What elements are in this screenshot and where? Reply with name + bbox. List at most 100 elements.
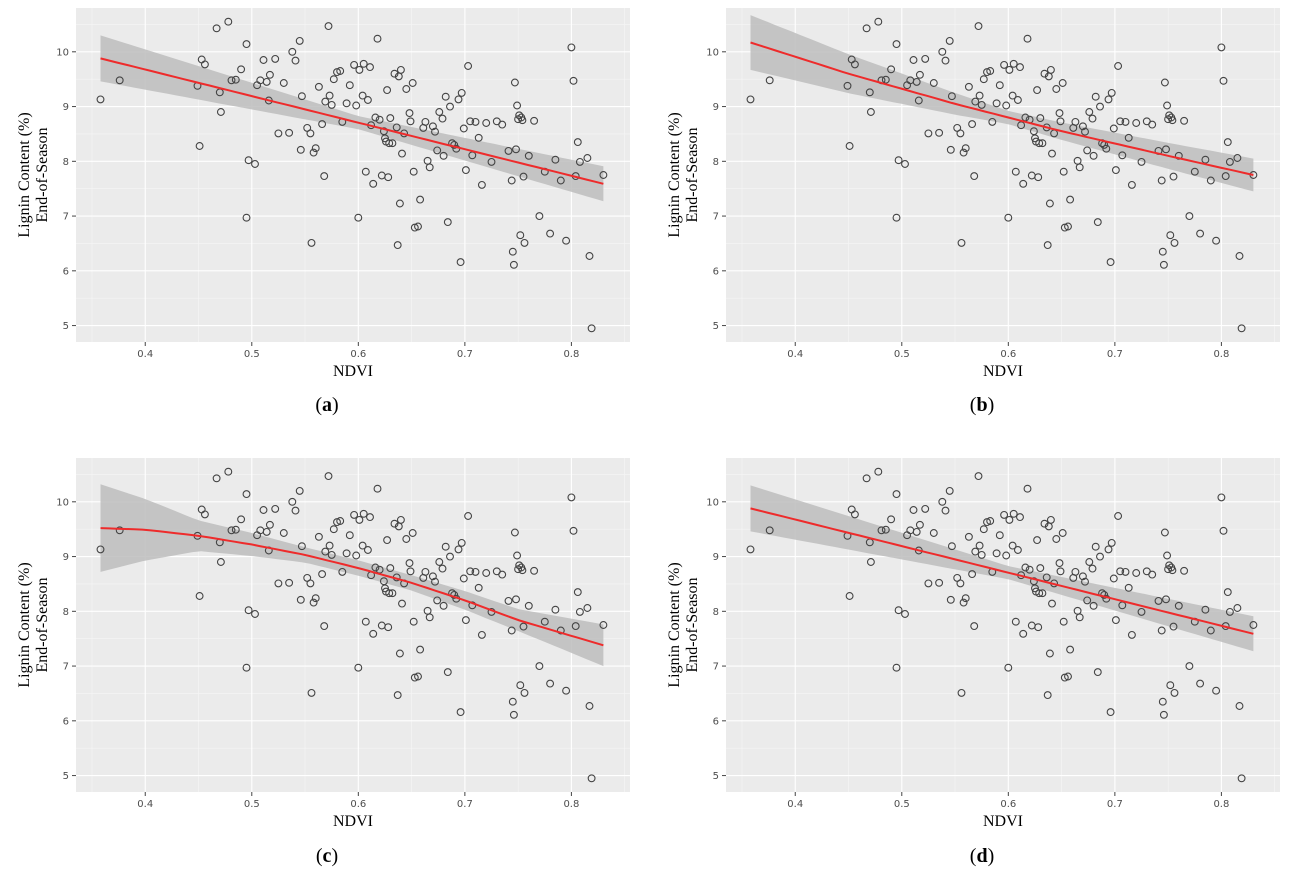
scatter-point bbox=[421, 117, 430, 126]
scatter-point bbox=[1109, 124, 1118, 133]
y-tick-label: 8 bbox=[63, 607, 69, 618]
scatter-point bbox=[1066, 195, 1075, 204]
scatter-point bbox=[1083, 596, 1092, 605]
scatter-point bbox=[569, 526, 578, 535]
y-tick-label: 7 bbox=[713, 212, 719, 223]
scatter-point bbox=[324, 472, 333, 481]
scatter-point bbox=[1185, 662, 1194, 671]
scatter-point bbox=[1066, 645, 1075, 654]
scatter-point bbox=[1093, 218, 1102, 227]
x-axis-title: NDVI bbox=[983, 813, 1023, 830]
scatter-point bbox=[402, 535, 411, 543]
scatter-point bbox=[516, 681, 525, 690]
scatter-point bbox=[970, 172, 979, 181]
scatter-point bbox=[1169, 172, 1178, 181]
scatter-point bbox=[406, 567, 415, 576]
scatter-point bbox=[296, 145, 305, 154]
scatter-point bbox=[1036, 564, 1045, 573]
scatter-point bbox=[1107, 538, 1116, 547]
scatter-point bbox=[409, 617, 418, 626]
scatter-point bbox=[309, 148, 318, 157]
scatter-point bbox=[324, 22, 333, 31]
y-tick-label: 9 bbox=[713, 102, 719, 113]
scatter-point bbox=[384, 173, 393, 182]
caption-d-letter: d bbox=[976, 845, 988, 867]
scatter-point bbox=[1225, 607, 1234, 616]
scatter-point bbox=[914, 96, 923, 105]
scatter-point bbox=[1114, 62, 1123, 70]
scatter-point bbox=[1148, 120, 1157, 129]
scatter-point bbox=[575, 607, 584, 616]
x-tick-label: 0.7 bbox=[457, 349, 473, 360]
scatter-point bbox=[845, 592, 854, 600]
scatter-point bbox=[355, 65, 364, 74]
scatter-point bbox=[519, 622, 528, 631]
scatter-point bbox=[474, 133, 483, 142]
scatter-point bbox=[265, 70, 274, 79]
scatter-point bbox=[358, 91, 367, 100]
scatter-point bbox=[1111, 166, 1120, 175]
x-axis-title: NDVI bbox=[983, 363, 1023, 380]
scatter-point bbox=[901, 610, 909, 618]
scatter-point bbox=[1107, 88, 1116, 97]
scatter-point bbox=[1104, 545, 1113, 554]
scatter-point bbox=[279, 79, 288, 87]
x-tick-label: 0.6 bbox=[1000, 799, 1016, 810]
scatter-point bbox=[909, 56, 918, 64]
x-tick-label: 0.6 bbox=[350, 349, 366, 360]
scatter-point bbox=[941, 506, 950, 515]
scatter-point bbox=[1180, 566, 1189, 575]
scatter-point bbox=[359, 509, 368, 518]
scatter-point bbox=[408, 529, 417, 537]
scatter-point bbox=[1091, 92, 1100, 101]
scatter-point bbox=[224, 467, 233, 476]
scatter-point bbox=[1137, 157, 1146, 166]
y-tick-label: 8 bbox=[713, 607, 719, 618]
scatter-point bbox=[386, 114, 395, 123]
scatter-point bbox=[457, 538, 466, 547]
scatter-point bbox=[1000, 510, 1009, 519]
scatter-point bbox=[371, 113, 380, 122]
x-tick-label: 0.8 bbox=[563, 349, 579, 360]
scatter-point bbox=[504, 596, 513, 605]
scatter-point bbox=[562, 686, 571, 695]
scatter-point bbox=[562, 236, 571, 245]
scatter-point bbox=[975, 91, 984, 100]
fit-line bbox=[750, 507, 1254, 635]
scatter-point bbox=[363, 546, 372, 554]
scatter-point bbox=[746, 95, 755, 104]
scatter-point bbox=[929, 79, 938, 87]
y-tick-label: 10 bbox=[56, 47, 69, 58]
scatter-point bbox=[414, 222, 422, 231]
scatter-point bbox=[311, 594, 320, 603]
scatter-point bbox=[262, 77, 271, 86]
y-tick-label: 9 bbox=[713, 552, 719, 563]
scatter-point bbox=[518, 566, 527, 575]
scatter-point bbox=[1048, 599, 1056, 608]
x-tick-label: 0.4 bbox=[787, 799, 803, 810]
scatter-point bbox=[874, 467, 883, 476]
scatter-point bbox=[274, 579, 283, 588]
scatter-point bbox=[935, 128, 944, 137]
scatter-point bbox=[974, 472, 983, 481]
scatter-point bbox=[1071, 567, 1080, 576]
scatter-point bbox=[471, 117, 480, 126]
scatter-point bbox=[1124, 133, 1133, 142]
scatter-point bbox=[435, 108, 444, 116]
scatter-point bbox=[974, 22, 983, 31]
y-axis-title-line1: Lignin Content (%) bbox=[16, 562, 33, 687]
scatter-point bbox=[195, 142, 204, 150]
scatter-point bbox=[513, 101, 522, 110]
scatter-point bbox=[508, 697, 517, 706]
scatter-point bbox=[363, 96, 372, 104]
scatter-point bbox=[1106, 258, 1115, 267]
scatter-point bbox=[402, 85, 411, 93]
scatter-point bbox=[1046, 515, 1055, 524]
scatter-point bbox=[1169, 622, 1178, 631]
scatter-point bbox=[1008, 541, 1017, 550]
scatter-point bbox=[567, 493, 576, 502]
scatter-point bbox=[216, 558, 225, 566]
scatter-point bbox=[894, 156, 903, 165]
scatter-point bbox=[571, 622, 580, 631]
scatter-point bbox=[1121, 567, 1130, 576]
